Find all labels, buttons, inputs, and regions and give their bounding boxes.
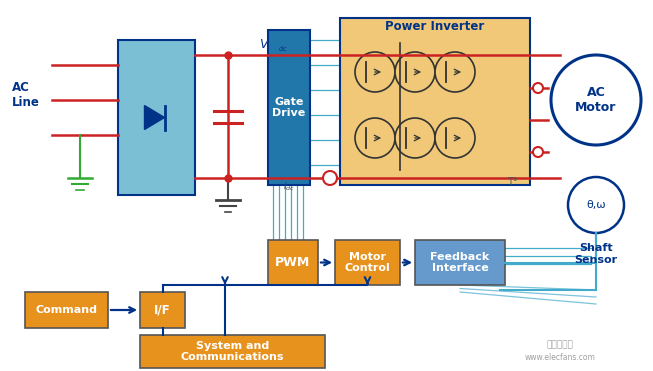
Bar — [415, 240, 505, 285]
Circle shape — [355, 118, 395, 158]
Circle shape — [533, 147, 543, 157]
Text: $I_{dc}$: $I_{dc}$ — [283, 180, 295, 193]
Circle shape — [533, 83, 543, 93]
Text: Feedback
Interface: Feedback Interface — [430, 252, 490, 273]
Circle shape — [435, 52, 475, 92]
Text: Motor
Control: Motor Control — [345, 252, 390, 273]
Text: System and
Communications: System and Communications — [181, 341, 284, 362]
Bar — [268, 240, 318, 285]
Text: $_{dc}$: $_{dc}$ — [278, 44, 288, 54]
Bar — [335, 240, 400, 285]
Circle shape — [435, 118, 475, 158]
Circle shape — [395, 118, 435, 158]
Circle shape — [568, 177, 624, 233]
Text: T°: T° — [507, 177, 517, 187]
Text: AC
Motor: AC Motor — [575, 86, 616, 114]
Text: AC
Line: AC Line — [12, 81, 40, 109]
Polygon shape — [144, 105, 165, 129]
Bar — [140, 292, 185, 328]
Circle shape — [395, 52, 435, 92]
Text: www.elecfans.com: www.elecfans.com — [524, 354, 596, 362]
Text: PWM: PWM — [276, 256, 311, 269]
Text: Shaft
Sensor: Shaft Sensor — [575, 243, 618, 265]
Text: Power Inverter: Power Inverter — [385, 20, 485, 33]
Circle shape — [323, 171, 337, 185]
Text: Command: Command — [35, 305, 97, 315]
Text: 电子发烧友: 电子发烧友 — [547, 341, 573, 349]
Text: θ,ω: θ,ω — [586, 200, 606, 210]
Text: $V$: $V$ — [259, 38, 270, 51]
Circle shape — [355, 52, 395, 92]
Bar — [340, 18, 530, 185]
Bar — [268, 30, 310, 185]
Bar — [118, 40, 195, 195]
Text: Gate
Drive: Gate Drive — [272, 97, 306, 118]
Circle shape — [551, 55, 641, 145]
Text: I/F: I/F — [154, 303, 171, 316]
Bar — [140, 335, 325, 368]
Bar — [25, 292, 108, 328]
